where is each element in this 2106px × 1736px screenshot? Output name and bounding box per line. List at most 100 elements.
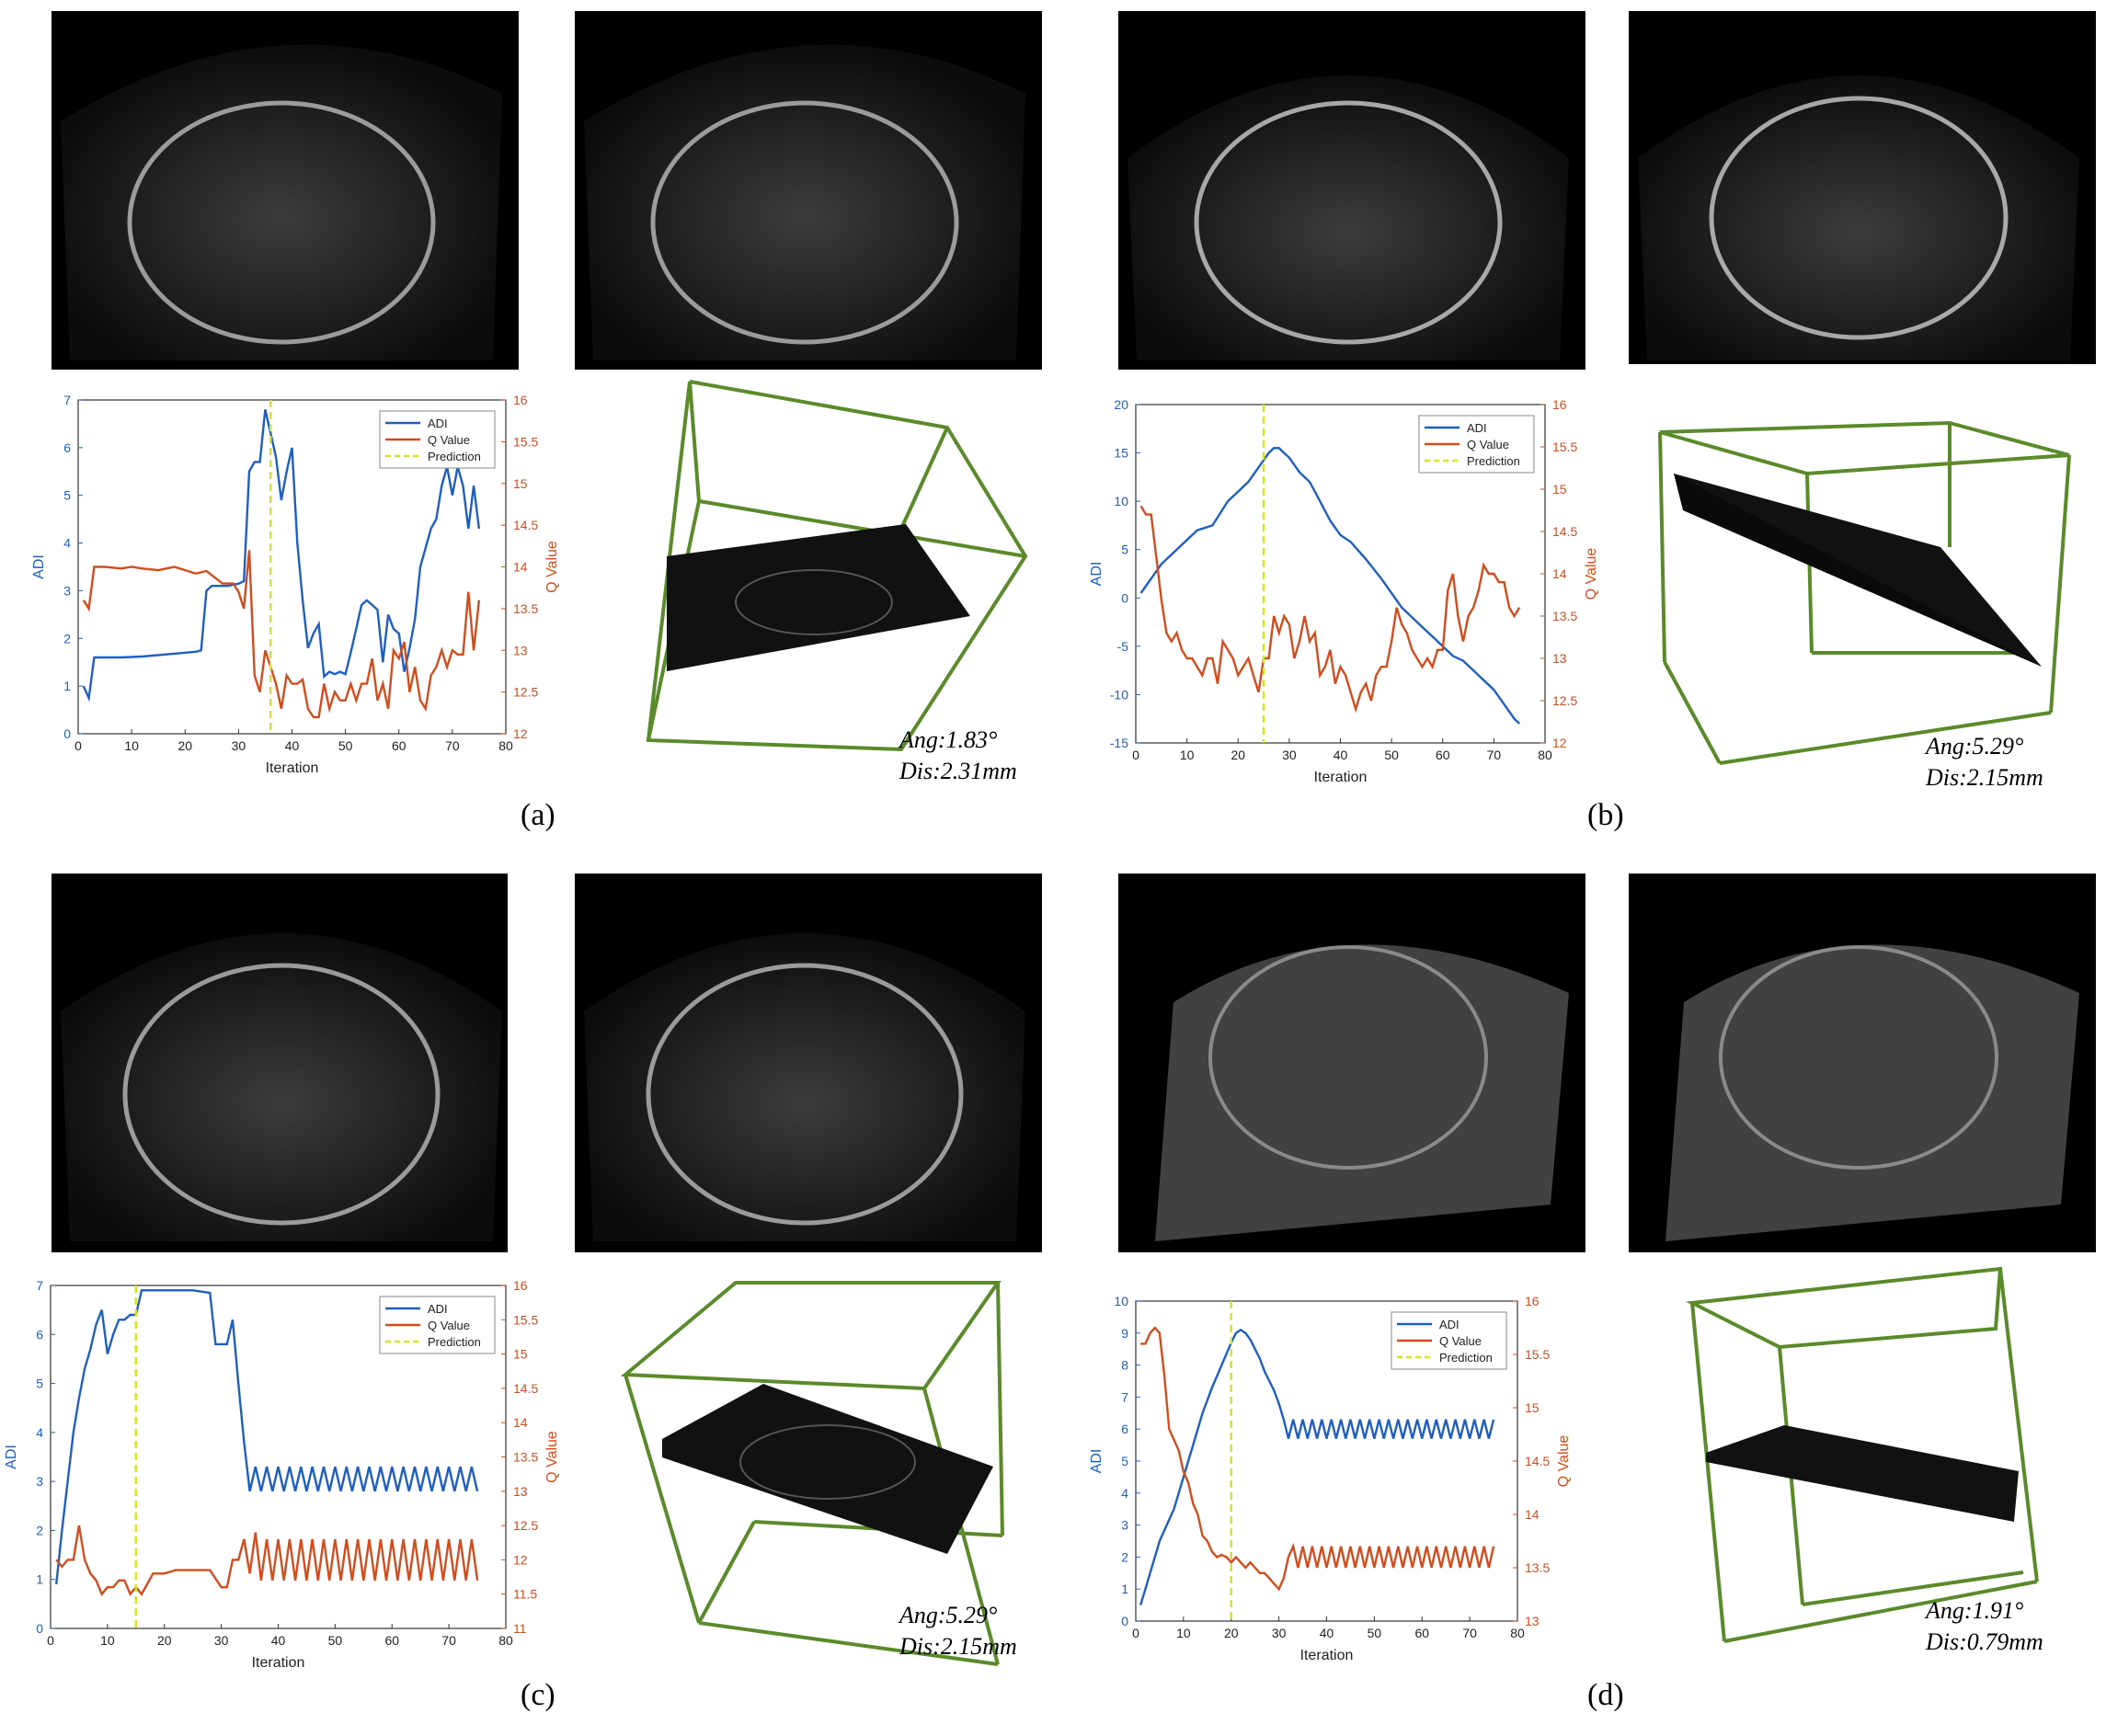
cube-3d-view-a [635,372,1039,786]
y-left-tick-label: 3 [1121,1518,1128,1533]
y-left-tick-label: 1 [1121,1582,1128,1596]
y-right-tick-label: 12.5 [513,685,538,700]
x-tick-label: 80 [1510,1626,1525,1640]
x-tick-label: 0 [47,1633,54,1648]
x-tick-label: 80 [498,738,513,753]
y-left-axis-label: ADI [1089,1449,1105,1474]
y-right-tick-label: 14 [1552,566,1567,581]
distance-metric: Dis:0.79mm [1926,1628,2043,1655]
chart-svg: 0 10 20 30 40 50 60 70 80012345671212.51313.5141… [31,393,560,776]
x-tick-label: 20 [1224,1626,1239,1640]
y-right-tick-label: 15.5 [1525,1347,1550,1362]
x-tick-label: 40 [1333,748,1348,762]
y-left-tick-label: 0 [1121,1614,1128,1628]
x-tick-label: 50 [1368,1626,1382,1640]
y-right-tick-label: 14.5 [1552,524,1577,539]
x-tick-label: 70 [441,1633,456,1648]
y-right-tick-label: 14 [513,1415,528,1430]
y-left-tick-label: 4 [36,1425,43,1440]
angle-metric: Ang:1.83° [899,726,998,753]
angle-metric: Ang:5.29° [899,1602,998,1628]
legend-label: ADI [428,417,448,430]
x-tick-label: 60 [392,738,406,753]
y-left-tick-label: 7 [63,393,71,407]
y-left-tick-label: 6 [63,440,71,455]
cube-3d-view-d [1683,1264,2051,1650]
y-left-tick-label: 6 [1121,1422,1128,1436]
legend-label: Q Value [1467,438,1509,451]
y-right-tick-label: 15.5 [513,434,538,449]
y-left-tick-label: 5 [36,1376,43,1391]
distance-metric: Dis:2.15mm [1926,764,2043,791]
y-right-axis-label: Q Value [1584,548,1599,600]
y-left-tick-label: 3 [36,1474,43,1489]
x-tick-label: 10 [1176,1626,1191,1640]
y-left-tick-label: 4 [1121,1486,1128,1501]
adi-series-line [1139,447,1521,725]
y-left-tick-label: 2 [1121,1549,1128,1564]
x-tick-label: 20 [157,1633,172,1648]
x-axis-label: Iteration [252,1655,305,1671]
panel-label-b: (b) [1587,798,1624,832]
y-right-tick-label: 11 [513,1621,527,1636]
q-value-series-line [82,550,481,719]
y-left-tick-label: 5 [1121,1454,1128,1468]
y-right-tick-label: 15 [1525,1400,1539,1415]
legend-label: ADI [1439,1318,1459,1331]
x-tick-label: 70 [1462,1626,1477,1640]
chart-d: 0 10 20 30 40 50 60 70 80 0 1 2 3 4 5 6 7 8 9 10 13 13.5 14 14.… [1085,1287,1582,1678]
y-left-tick-label: 20 [1114,397,1128,412]
y-left-tick-label: -5 [1117,639,1129,654]
y-right-tick-label: 16 [1552,397,1567,412]
y-right-tick-label: 13.5 [1525,1560,1550,1575]
legend-label: Prediction [428,1335,481,1349]
y-left-tick-label: 5 [1121,542,1128,557]
y-left-axis-label: ADI [4,1445,19,1469]
y-right-tick-label: 15.5 [1552,440,1577,454]
y-left-tick-label: 4 [63,536,71,551]
legend-label: Q Value [428,433,470,447]
q-value-series-line [1139,505,1521,714]
legend-label: Q Value [428,1319,470,1332]
y-right-tick-label: 14.5 [513,1381,538,1396]
x-tick-label: 10 [1180,748,1195,762]
y-right-tick-label: 13 [1552,651,1567,666]
panel-label-d: (d) [1587,1678,1624,1712]
x-tick-label: 60 [1414,1626,1429,1640]
legend-label: Q Value [1439,1334,1482,1348]
ultrasound-image-c-ground-truth [52,874,508,1252]
y-right-tick-label: 14.5 [513,518,538,532]
y-left-tick-label: -15 [1110,736,1128,750]
x-tick-label: 40 [271,1633,286,1648]
chart-a: 0 10 20 30 40 50 60 70 80 0 1 2 3 4 5 6 7 12 12.5 13 13.5 14 1… [28,386,570,791]
x-tick-label: 50 [328,1633,343,1648]
y-left-tick-label: 5 [63,488,71,503]
metric-text-b: Ang:5.29° Dis:2.15mm [1926,731,2043,794]
y-left-tick-label: 7 [1121,1389,1128,1404]
y-left-tick-label: 7 [36,1278,43,1293]
distance-metric: Dis:2.31mm [899,758,1017,784]
x-tick-label: 30 [1282,748,1297,762]
y-right-tick-label: 14.5 [1525,1454,1550,1468]
legend-label: Prediction [1467,454,1520,468]
ultrasound-image-a-ground-truth [52,11,519,370]
y-left-tick-label: 2 [63,631,71,645]
y-left-tick-label: 1 [36,1572,43,1587]
y-right-tick-label: 12.5 [513,1518,538,1533]
x-tick-label: 0 [74,738,82,753]
x-tick-label: 30 [1272,1626,1287,1640]
y-right-tick-label: 12 [513,726,528,741]
chart-b: 0 10 20 30 40 50 60 70 80 -15 -10 -5 0 5 10 15 20 12 12.5 1… [1085,391,1609,800]
y-left-tick-label: 0 [36,1621,43,1636]
x-tick-label: 60 [1436,748,1450,762]
y-left-tick-label: 10 [1114,494,1128,508]
y-left-axis-label: ADI [1089,562,1105,587]
ultrasound-image-d-predicted [1629,874,2096,1252]
x-tick-label: 0 [1132,1626,1139,1640]
x-tick-label: 30 [232,738,246,753]
legend-label: Prediction [428,450,481,463]
y-left-tick-label: 3 [63,583,71,598]
cube-3d-view-c [616,1273,1021,1669]
y-right-tick-label: 13.5 [513,1450,538,1465]
y-right-tick-label: 16 [513,393,528,407]
